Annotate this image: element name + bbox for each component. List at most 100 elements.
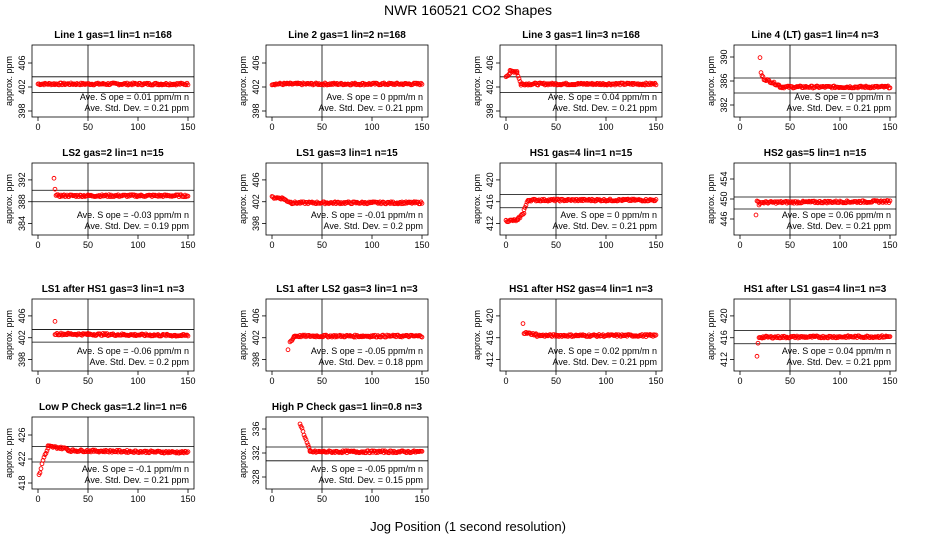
y-tick-label: 406 xyxy=(251,172,261,187)
data-point xyxy=(887,85,893,91)
x-tick-label: 100 xyxy=(130,122,145,132)
x-tick-label: 0 xyxy=(35,240,40,250)
panel-11: HS1 after HS2 gas=4 lin=1 n=3 approx. ppm… xyxy=(472,284,664,386)
panel-14: High P Check gas=1 lin=0.8 n=3 approx. pp… xyxy=(238,402,430,504)
x-tick-label: 150 xyxy=(648,122,663,132)
x-tick-label: 50 xyxy=(317,494,327,504)
data-point xyxy=(58,192,64,198)
x-tick-label: 0 xyxy=(269,376,274,386)
panel-title: HS1 after LS1 gas=4 lin=1 n=3 xyxy=(744,284,887,295)
y-axis-label: approx. ppm xyxy=(472,174,482,224)
data-point xyxy=(521,207,527,213)
panel-8: HS2 gas=5 lin=1 n=15 approx. ppm 0 50 100 150… xyxy=(706,148,898,250)
panel-3: Line 3 gas=1 lin=3 n=168 approx. ppm 0 50 10… xyxy=(472,30,664,132)
x-tick-label: 50 xyxy=(83,494,93,504)
x-tick-label: 100 xyxy=(130,376,145,386)
data-point xyxy=(515,73,521,79)
x-tick-label: 100 xyxy=(598,240,613,250)
x-tick-label: 50 xyxy=(785,376,795,386)
panel-title: Low P Check gas=1.2 lin=1 n=6 xyxy=(39,402,187,413)
data-point xyxy=(635,81,641,87)
y-tick-label: 420 xyxy=(719,308,729,323)
x-tick-label: 150 xyxy=(882,122,897,132)
x-tick-label: 50 xyxy=(551,122,561,132)
std-dev-annotation: Ave. Std. Dev. = 0.21 ppm xyxy=(787,357,891,367)
data-point xyxy=(756,202,762,208)
data-point xyxy=(574,82,580,87)
x-tick-label: 150 xyxy=(180,376,195,386)
y-tick-label: 426 xyxy=(17,427,27,442)
plot-frame xyxy=(499,44,663,118)
y-tick-label: 386 xyxy=(719,73,729,88)
data-point xyxy=(51,175,57,181)
data-point xyxy=(285,347,291,353)
data-point xyxy=(782,334,788,340)
data-point xyxy=(43,450,49,456)
data-point xyxy=(754,198,760,204)
y-tick-label: 392 xyxy=(17,172,27,187)
data-point xyxy=(759,73,765,78)
data-point xyxy=(185,333,191,339)
data-point xyxy=(613,81,619,86)
data-point xyxy=(585,198,591,203)
data-point xyxy=(779,85,785,91)
slope-annotation: Ave. S ope = 0.02 ppm/m n xyxy=(548,346,657,356)
y-tick-label: 418 xyxy=(17,475,27,490)
std-dev-annotation: Ave. Std. Dev. = 0.21 ppm xyxy=(85,475,189,485)
data-point xyxy=(170,82,176,88)
x-tick-label: 0 xyxy=(503,240,508,250)
y-tick-label: 420 xyxy=(485,172,495,187)
y-tick-label: 454 xyxy=(719,171,729,186)
y-tick-label: 412 xyxy=(485,216,495,231)
data-point xyxy=(653,197,659,202)
y-tick-label: 412 xyxy=(485,352,495,367)
data-point xyxy=(328,333,334,339)
data-point xyxy=(393,201,399,206)
panel-title: HS1 gas=4 lin=1 n=15 xyxy=(530,148,633,159)
panel-title: Line 2 gas=1 lin=2 n=168 xyxy=(288,30,406,41)
x-tick-label: 0 xyxy=(737,240,742,250)
data-point xyxy=(185,193,191,199)
y-axis-label: approx. ppm xyxy=(472,56,482,106)
std-dev-annotation: Ave. Std. Dev. = 0.21 ppm xyxy=(319,103,423,113)
panel-4: Line 4 (LT) gas=1 lin=4 n=3 approx. ppm 0 5… xyxy=(706,30,898,132)
data-point xyxy=(109,194,115,199)
slope-annotation: Ave. S ope = -0.03 ppm/m n xyxy=(77,210,189,220)
std-dev-annotation: Ave. Std. Dev. = 0.18 ppm xyxy=(319,357,423,367)
y-tick-label: 332 xyxy=(251,445,261,460)
data-point xyxy=(825,198,831,204)
x-tick-label: 100 xyxy=(364,494,379,504)
data-point xyxy=(184,332,190,338)
slope-annotation: Ave. S ope = 0.04 ppm/m n xyxy=(782,346,891,356)
slope-annotation: Ave. S ope = 0.01 ppm/m n xyxy=(80,92,189,102)
y-axis-label: approx. ppm xyxy=(4,56,14,106)
x-tick-label: 0 xyxy=(35,494,40,504)
panel-10: LS1 after LS2 gas=3 lin=1 n=3 approx. ppm… xyxy=(238,284,430,386)
data-point xyxy=(535,198,541,204)
y-axis-label: approx. ppm xyxy=(706,310,716,360)
data-point xyxy=(754,353,760,359)
data-point xyxy=(360,200,366,205)
panel-title: LS1 after HS1 gas=3 lin=1 n=3 xyxy=(42,284,185,295)
slope-annotation: Ave. S ope = 0 ppm/m n xyxy=(326,92,423,102)
y-tick-label: 416 xyxy=(485,194,495,209)
y-tick-label: 402 xyxy=(251,79,261,94)
x-tick-label: 100 xyxy=(364,240,379,250)
data-point xyxy=(185,82,191,88)
panel-12: HS1 after LS1 gas=4 lin=1 n=3 approx. ppm… xyxy=(706,284,898,386)
plot-frame xyxy=(265,298,429,372)
data-point xyxy=(753,212,759,218)
x-tick-label: 50 xyxy=(785,122,795,132)
x-tick-label: 150 xyxy=(180,122,195,132)
data-point xyxy=(305,442,311,448)
data-point xyxy=(771,335,777,340)
y-axis-label: approx. ppm xyxy=(238,428,248,478)
panel-2: Line 2 gas=1 lin=2 n=168 approx. ppm 0 50 10… xyxy=(238,30,430,132)
panel-title: LS1 after LS2 gas=3 lin=1 n=3 xyxy=(276,284,418,295)
y-tick-label: 420 xyxy=(485,308,495,323)
data-point xyxy=(523,202,529,208)
x-tick-label: 100 xyxy=(832,122,847,132)
y-tick-label: 406 xyxy=(251,55,261,70)
x-tick-label: 150 xyxy=(180,240,195,250)
